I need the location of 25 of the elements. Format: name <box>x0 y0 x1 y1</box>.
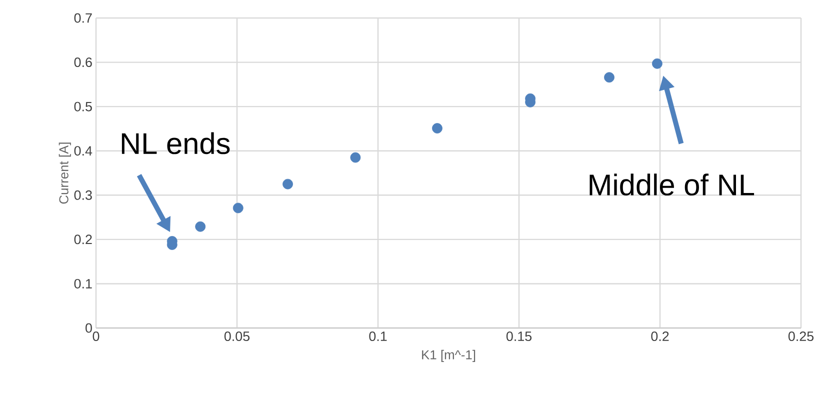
y-tick-label: 0.7 <box>74 13 92 23</box>
point <box>652 58 662 69</box>
x-tick-label: 0.2 <box>651 332 669 342</box>
point <box>282 178 293 190</box>
y-tick-label: 0.1 <box>74 278 92 288</box>
x-tick-label: 0 <box>92 332 100 342</box>
y-tick-label: 0.2 <box>74 234 92 244</box>
y-tick-label: 0.3 <box>74 190 92 200</box>
y-tick-label: 0 <box>86 323 92 333</box>
point <box>604 72 614 83</box>
point <box>232 202 244 214</box>
y-axis-title: Current [A] <box>58 142 71 204</box>
x-tick-label: 0.1 <box>369 332 387 342</box>
x-axis-title: K1 [m^-1] <box>422 350 476 362</box>
y-tick-label: 0.4 <box>74 146 92 156</box>
y-tick-label: 0.5 <box>74 102 92 112</box>
x-tick-label: 0.05 <box>224 332 250 342</box>
x-tick-label: 0.25 <box>788 332 814 342</box>
annotation: Middle of NL <box>590 174 754 196</box>
y-tick-label: 0.6 <box>74 58 92 68</box>
point <box>195 221 206 232</box>
point <box>350 152 361 163</box>
annotation: NL ends <box>122 132 230 154</box>
x-tick-label: 0.15 <box>506 332 532 342</box>
point <box>432 123 442 134</box>
